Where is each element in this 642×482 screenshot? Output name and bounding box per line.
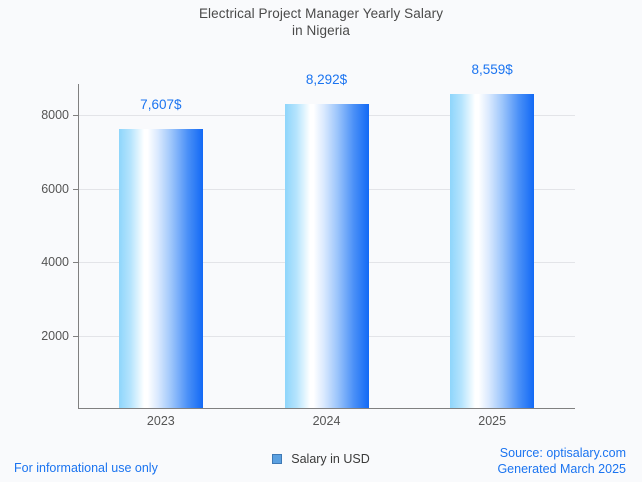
bar-value-label: 8,292$ — [305, 71, 348, 87]
y-tick-mark — [73, 188, 78, 190]
chart-title-line-2: in Nigeria — [291, 23, 351, 38]
bar[interactable] — [284, 103, 369, 408]
footer-source: Source: optisalary.com — [499, 446, 626, 460]
bar-value-label: 7,607$ — [140, 96, 182, 112]
footer-disclaimer: For informational use only — [14, 461, 158, 475]
legend-item-label: Salary in USD — [291, 452, 370, 466]
y-tick-mark — [73, 262, 78, 264]
chart-title: Electrical Project Manager Yearly Salary… — [0, 5, 642, 39]
chart-legend: Salary in USD — [0, 452, 642, 466]
plot-area: 2000 4000 6000 8000 — [41, 84, 575, 409]
x-tick-label: 2025 — [478, 414, 507, 428]
bar[interactable] — [450, 93, 535, 408]
bar-value-label: 8,559$ — [471, 61, 513, 77]
legend-swatch-icon — [272, 454, 283, 464]
y-tick-label: 6000 — [41, 181, 69, 196]
bar[interactable] — [118, 128, 203, 408]
x-tick-label: 2023 — [146, 414, 175, 428]
chart-title-line-1: Electrical Project Manager Yearly Salary — [198, 6, 444, 21]
footer-generated: Generated March 2025 — [497, 461, 626, 476]
y-tick-label: 8000 — [41, 108, 69, 123]
y-tick-label: 4000 — [41, 255, 69, 270]
y-tick-mark — [73, 335, 78, 337]
footer-attribution: Source: optisalary.com Generated March 2… — [497, 446, 626, 477]
x-tick-label: 2024 — [312, 414, 341, 428]
y-tick-label: 2000 — [41, 328, 69, 343]
y-tick-mark — [73, 115, 78, 117]
x-axis-line — [78, 408, 575, 409]
y-axis-line — [78, 84, 79, 409]
